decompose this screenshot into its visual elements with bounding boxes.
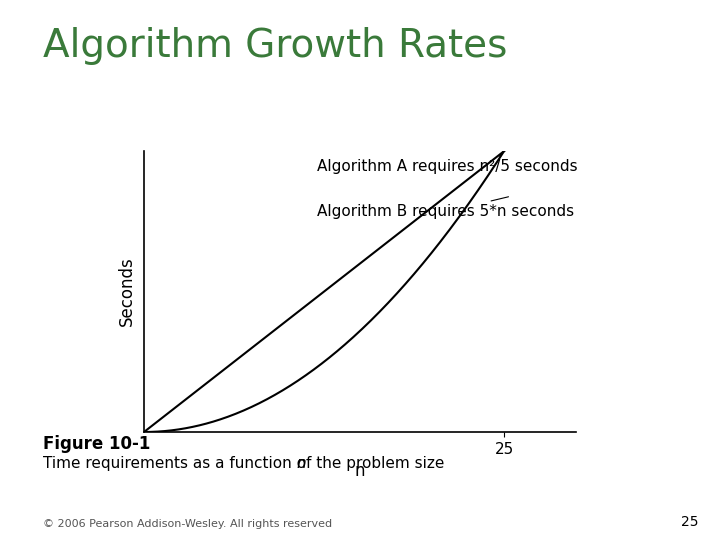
- X-axis label: n: n: [355, 462, 365, 480]
- Text: Time requirements as a function of the problem size: Time requirements as a function of the p…: [43, 456, 449, 471]
- Text: 25: 25: [681, 515, 698, 529]
- Text: Algorithm Growth Rates: Algorithm Growth Rates: [43, 27, 508, 65]
- Text: Figure 10-1: Figure 10-1: [43, 435, 150, 453]
- Text: n: n: [297, 456, 306, 471]
- Text: © 2006 Pearson Addison-Wesley. All rights reserved: © 2006 Pearson Addison-Wesley. All right…: [43, 519, 333, 529]
- Text: Algorithm A requires n²/5 seconds: Algorithm A requires n²/5 seconds: [317, 156, 577, 174]
- Text: Algorithm B requires 5*n seconds: Algorithm B requires 5*n seconds: [317, 197, 574, 219]
- Y-axis label: Seconds: Seconds: [117, 256, 135, 327]
